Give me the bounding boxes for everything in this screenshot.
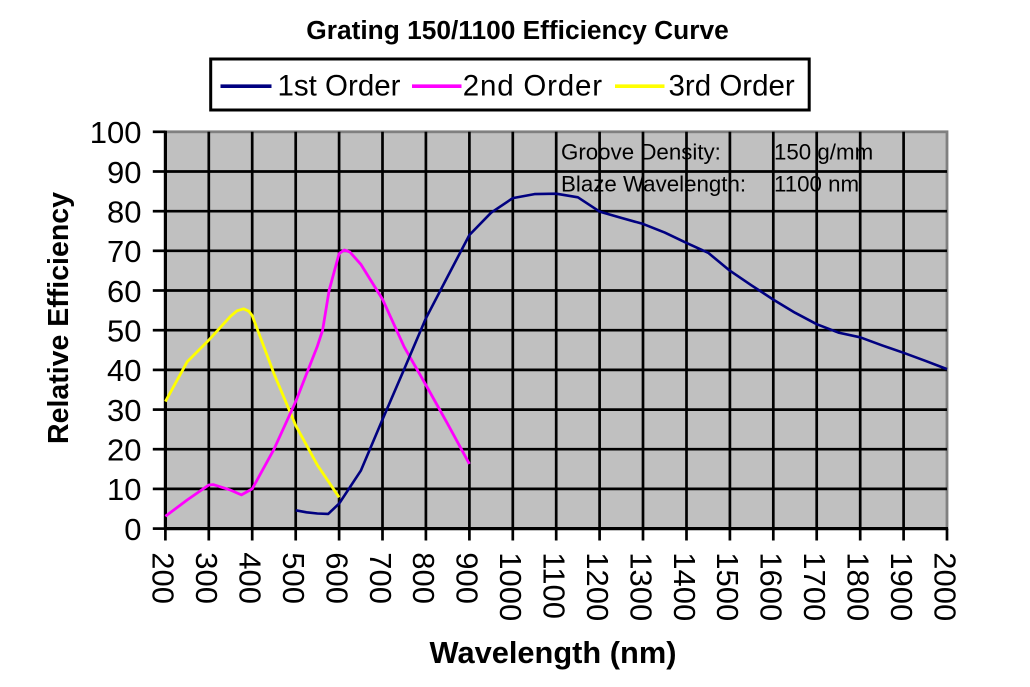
svg-text:1800: 1800 <box>841 552 876 621</box>
svg-text:10: 10 <box>107 472 141 507</box>
svg-text:80: 80 <box>107 195 141 230</box>
svg-text:300: 300 <box>189 552 224 604</box>
svg-text:50: 50 <box>107 314 141 349</box>
svg-text:100: 100 <box>90 115 142 150</box>
svg-text:200: 200 <box>146 552 181 604</box>
svg-text:1st Order: 1st Order <box>278 69 401 102</box>
svg-text:Blaze Wavelength:: Blaze Wavelength: <box>561 172 746 197</box>
svg-text:400: 400 <box>233 552 268 604</box>
svg-text:Grating 150/1100 Efficiency Cu: Grating 150/1100 Efficiency Curve <box>306 15 728 45</box>
svg-text:0: 0 <box>124 512 141 547</box>
svg-text:900: 900 <box>450 552 485 604</box>
svg-text:30: 30 <box>107 393 141 428</box>
svg-text:1600: 1600 <box>754 552 789 621</box>
svg-text:70: 70 <box>107 234 141 269</box>
svg-text:Groove Density:: Groove Density: <box>561 140 721 165</box>
svg-text:1200: 1200 <box>580 552 615 621</box>
svg-text:Relative Efficiency: Relative Efficiency <box>43 192 75 444</box>
svg-text:1300: 1300 <box>623 552 658 621</box>
svg-text:60: 60 <box>107 274 141 309</box>
svg-text:2000: 2000 <box>927 552 962 621</box>
svg-text:2nd Order: 2nd Order <box>463 69 603 102</box>
svg-text:1900: 1900 <box>884 552 919 621</box>
svg-text:Wavelength (nm): Wavelength (nm) <box>430 635 677 670</box>
svg-text:800: 800 <box>406 552 441 604</box>
svg-text:20: 20 <box>107 433 141 468</box>
svg-text:1700: 1700 <box>797 552 832 621</box>
svg-text:600: 600 <box>319 552 354 604</box>
svg-text:1100 nm: 1100 nm <box>774 172 859 197</box>
svg-text:3rd Order: 3rd Order <box>669 69 795 102</box>
svg-text:150 g/mm: 150 g/mm <box>774 140 873 165</box>
svg-text:90: 90 <box>107 155 141 190</box>
svg-text:1000: 1000 <box>493 552 528 621</box>
svg-text:1100: 1100 <box>537 552 572 619</box>
svg-text:700: 700 <box>363 552 398 604</box>
svg-text:40: 40 <box>107 353 141 388</box>
svg-text:1400: 1400 <box>667 552 702 621</box>
svg-text:500: 500 <box>276 552 311 604</box>
svg-text:1500: 1500 <box>710 552 745 621</box>
